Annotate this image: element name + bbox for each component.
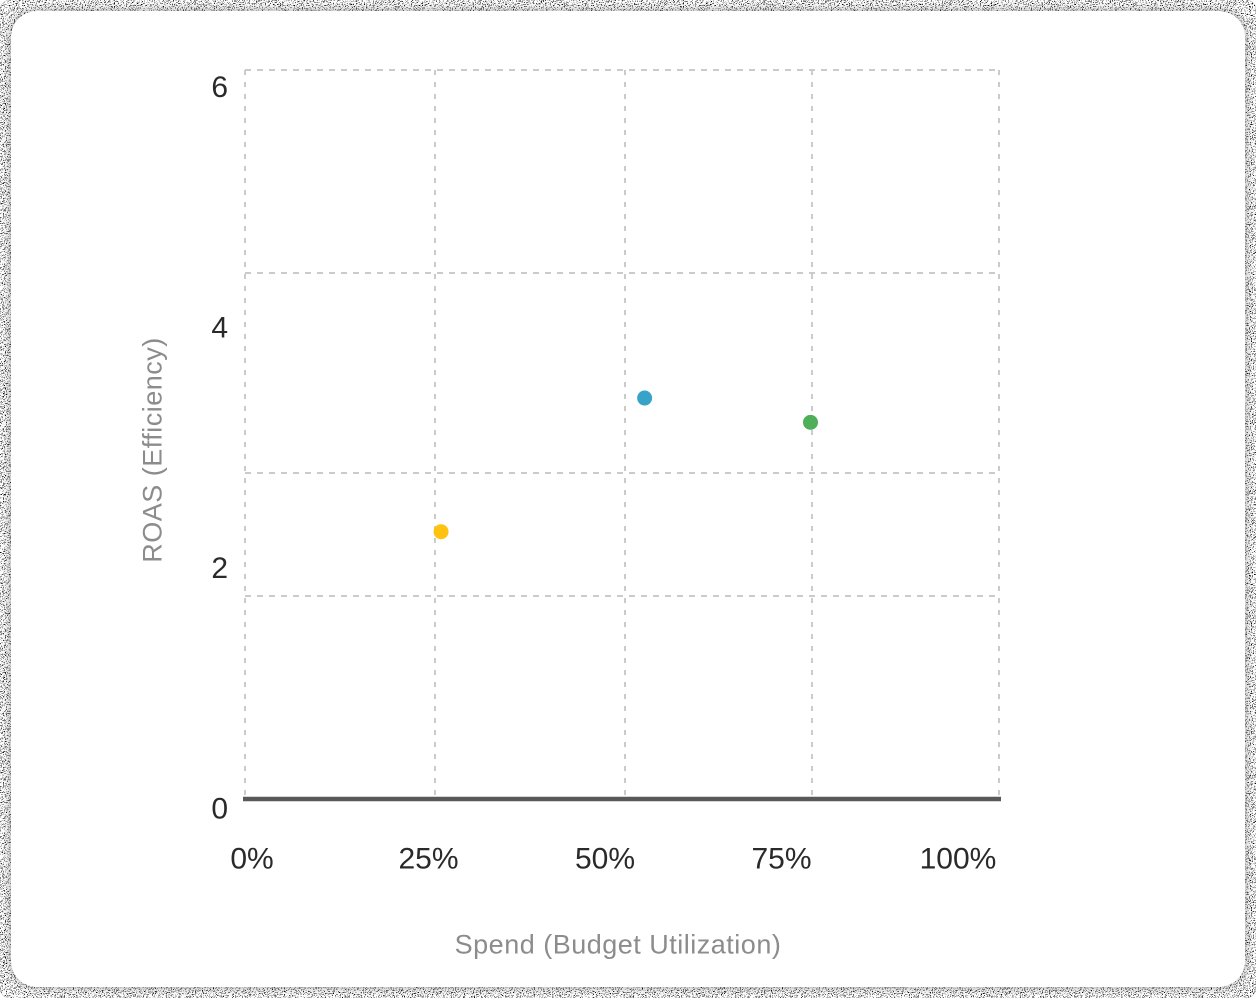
x-tick-label: 100% [920,843,997,876]
y-tick-label: 6 [211,71,228,104]
scatter-point [433,524,449,540]
x-tick-label: 0% [230,843,273,876]
y-axis-title: ROAS (Efficiency) [137,337,167,563]
x-tick-label: 25% [398,843,458,876]
scatter-point [637,390,653,406]
x-axis-title: Spend (Budget Utilization) [455,929,782,959]
vertical-grid-lines [244,70,1000,799]
chart-card [11,11,1245,987]
y-tick-label: 4 [211,312,228,345]
scatter-points [433,390,818,540]
scatter-point [803,414,818,430]
y-axis-tick-labels: 0 2 4 6 [211,71,228,826]
x-tick-label: 75% [751,843,811,876]
y-tick-label: 0 [211,793,228,826]
x-axis-tick-labels: 0% 25% 50% 75% 100% [230,843,996,876]
horizontal-grid-lines [245,69,999,597]
x-tick-label: 50% [575,843,635,876]
y-tick-label: 2 [211,552,228,585]
